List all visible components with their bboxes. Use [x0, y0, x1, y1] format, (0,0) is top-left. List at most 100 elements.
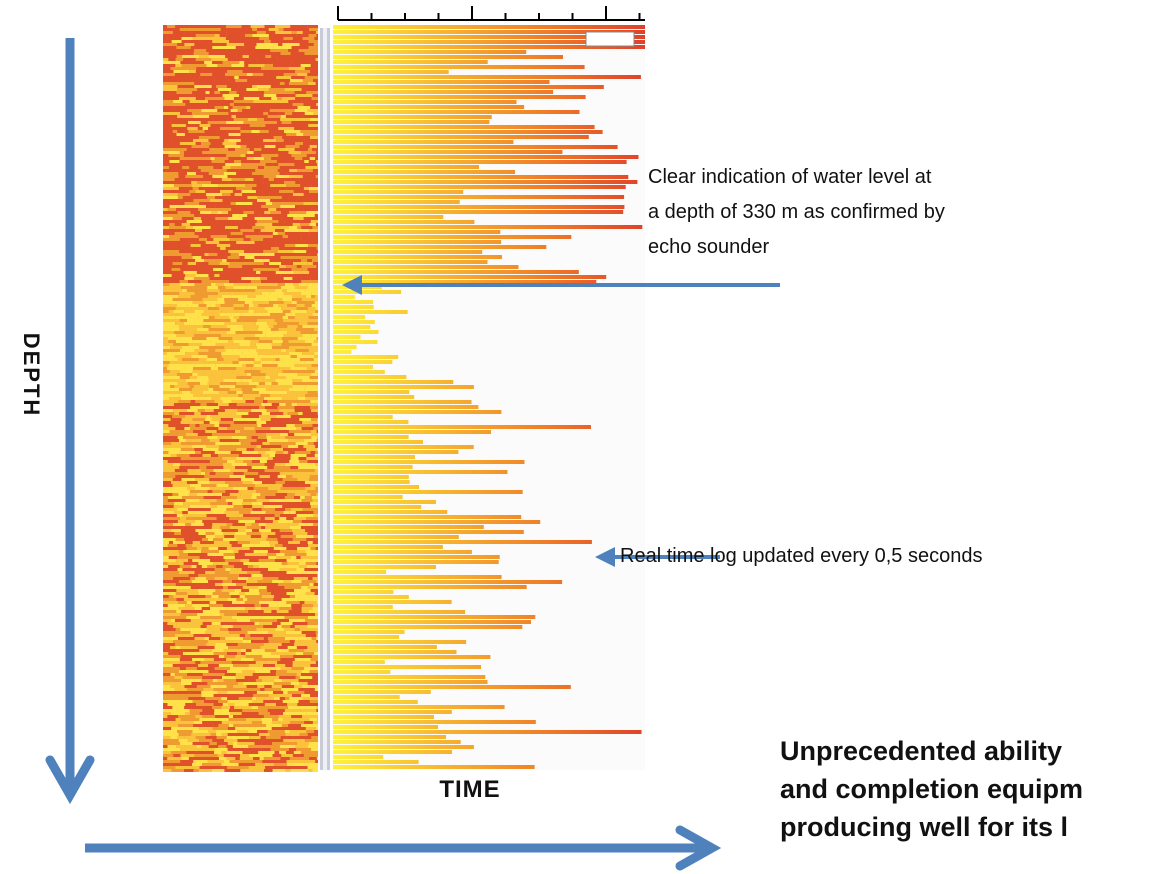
heatmap-cell: [247, 376, 251, 379]
heatmap-cell: [301, 586, 307, 589]
heatmap-cell: [316, 160, 318, 163]
heatmap-cell: [288, 280, 302, 283]
heatmap-cell: [223, 268, 234, 271]
heatmap-cell: [301, 277, 311, 280]
heatmap-cell: [227, 691, 244, 694]
heatmap-cell: [215, 196, 226, 199]
heatmap-cell: [258, 586, 267, 589]
heatmap-cell: [210, 199, 223, 202]
heatmap-cell: [163, 178, 175, 181]
heatmap-cell: [218, 475, 230, 478]
heatmap-cell: [177, 304, 188, 307]
heatmap-cell: [256, 628, 271, 631]
heatmap-cell: [208, 553, 224, 556]
heatmap-cell: [185, 403, 200, 406]
heatmap-cell: [277, 151, 289, 154]
heatmap-cell: [167, 757, 181, 760]
heatmap-cell: [255, 484, 271, 487]
heatmap-cell: [251, 640, 269, 643]
heatmap-cell: [260, 277, 267, 280]
heatmap-cell: [163, 481, 171, 484]
heatmap-cell: [178, 214, 194, 217]
heatmap-cell: [266, 736, 281, 739]
heatmap-cell: [163, 547, 167, 550]
heatmap-cell: [283, 106, 297, 109]
heatmap-cell: [252, 493, 260, 496]
heatmap-cell: [279, 409, 295, 412]
heatmap-cell: [177, 598, 184, 601]
heatmap-cell: [242, 544, 255, 547]
log-bar: [333, 405, 478, 409]
heatmap-cell: [187, 688, 203, 691]
heatmap-cell: [196, 709, 202, 712]
heatmap-cell: [195, 259, 204, 262]
heatmap-cell: [195, 229, 202, 232]
heatmap-cell: [305, 394, 318, 397]
heatmap-cell: [231, 319, 237, 322]
heatmap-cell: [228, 502, 233, 505]
log-bar: [333, 90, 553, 94]
heatmap-cell: [231, 109, 238, 112]
heatmap-cell: [184, 322, 189, 325]
heatmap-cell: [163, 616, 180, 619]
heatmap-cell: [283, 340, 289, 343]
heatmap-cell: [260, 160, 268, 163]
heatmap-cell: [278, 382, 293, 385]
heatmap-cell: [210, 43, 227, 46]
heatmap-cell: [218, 403, 229, 406]
heatmap-cell: [259, 415, 277, 418]
heatmap-cell: [308, 307, 315, 310]
heatmap-cell: [249, 754, 261, 757]
heatmap-cell: [204, 475, 218, 478]
heatmap-cell: [237, 310, 249, 313]
heatmap-cell: [291, 415, 309, 418]
heatmap-cell: [237, 301, 245, 304]
heatmap-cell: [305, 487, 315, 490]
heatmap-cell: [270, 184, 286, 187]
heatmap-cell: [228, 646, 241, 649]
heatmap-cell: [272, 721, 280, 724]
heatmap-cell: [317, 757, 318, 760]
heatmap-cell: [203, 127, 208, 130]
heatmap-cell: [257, 196, 272, 199]
heatmap-cell: [168, 499, 186, 502]
heatmap-cell: [304, 172, 315, 175]
heatmap-cell: [297, 226, 301, 229]
heatmap-cell: [271, 55, 285, 58]
heatmap-cell: [263, 400, 267, 403]
heatmap-cell: [316, 223, 318, 226]
heatmap-cell: [195, 64, 207, 67]
heatmap-cell: [308, 766, 318, 769]
heatmap-cell: [252, 505, 264, 508]
heatmap-cell: [194, 94, 211, 97]
heatmap-cell: [281, 445, 288, 448]
heatmap-cell: [274, 679, 282, 682]
heatmap-cell: [234, 565, 248, 568]
heatmap-cell: [316, 727, 318, 730]
heatmap-cell: [294, 85, 300, 88]
heatmap-cell: [228, 748, 246, 751]
heatmap-cell: [167, 352, 173, 355]
heatmap-cell: [275, 253, 284, 256]
heatmap-cell: [308, 586, 319, 589]
heatmap-cell: [163, 643, 175, 646]
heatmap-cell: [311, 337, 317, 340]
heatmap-cell: [180, 151, 184, 154]
heatmap-cell: [188, 472, 201, 475]
log-bar: [333, 140, 513, 144]
heatmap-cell: [254, 259, 263, 262]
heatmap-cell: [279, 304, 288, 307]
heatmap-cell: [271, 85, 281, 88]
heatmap-cell: [259, 523, 266, 526]
heatmap-cell: [241, 277, 255, 280]
heatmap-cell: [231, 736, 249, 739]
heatmap-cell: [185, 313, 202, 316]
heatmap-cell: [163, 229, 176, 232]
heatmap-cell: [215, 280, 229, 283]
heatmap-cell: [171, 727, 185, 730]
log-bar: [333, 750, 452, 754]
heatmap-cell: [196, 97, 205, 100]
heatmap-cell: [312, 154, 318, 157]
heatmap-cell: [265, 25, 276, 28]
heatmap-cell: [248, 487, 254, 490]
